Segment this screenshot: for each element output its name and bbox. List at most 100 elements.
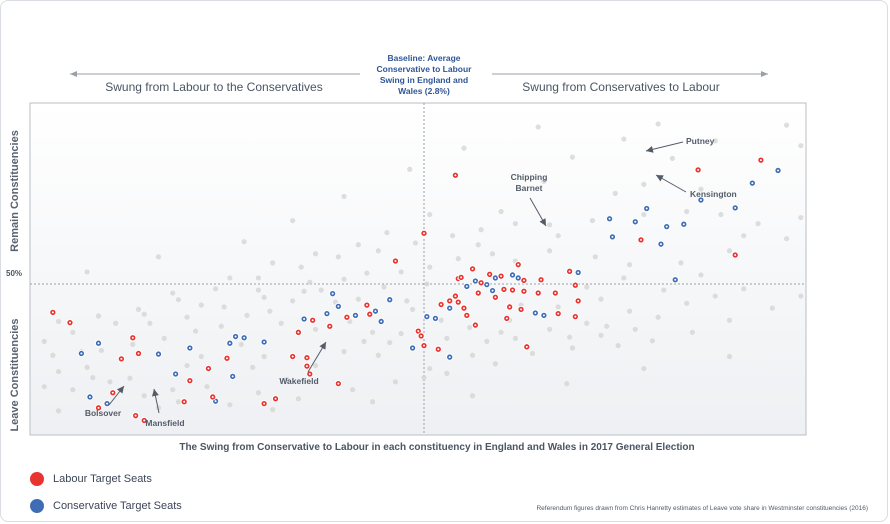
baseline-note-line: Baseline: Average bbox=[387, 53, 460, 63]
data-point-other bbox=[375, 248, 381, 254]
data-point-other bbox=[718, 211, 724, 218]
data-point-other bbox=[261, 294, 267, 300]
data-point-other bbox=[798, 214, 804, 221]
data-point-other bbox=[512, 221, 518, 227]
data-point-other bbox=[547, 248, 553, 254]
data-point-center bbox=[423, 344, 425, 347]
data-point-center bbox=[511, 289, 514, 292]
data-point-other bbox=[381, 284, 387, 290]
data-point-center bbox=[134, 414, 137, 417]
data-point-other bbox=[569, 154, 576, 160]
data-point-other bbox=[655, 121, 661, 127]
data-point-other bbox=[198, 353, 204, 360]
data-point-center bbox=[517, 263, 520, 266]
data-point-center bbox=[697, 168, 700, 171]
data-point-other bbox=[70, 387, 76, 393]
right-arrow-head bbox=[761, 71, 768, 77]
data-point-other bbox=[398, 269, 404, 275]
data-point-center bbox=[305, 365, 308, 368]
data-point-center bbox=[520, 308, 523, 311]
data-point-other bbox=[341, 349, 347, 355]
data-point-center bbox=[157, 353, 160, 356]
data-point-center bbox=[111, 391, 114, 394]
data-point-center bbox=[491, 289, 494, 292]
data-point-other bbox=[655, 314, 661, 320]
data-point-other bbox=[278, 320, 284, 326]
data-point-center bbox=[534, 311, 537, 314]
y-label-remain: Remain Constituencies bbox=[9, 130, 21, 252]
data-point-other bbox=[589, 217, 596, 224]
legend-label-conservative: Conservative Target Seats bbox=[53, 500, 182, 512]
data-point-other bbox=[684, 208, 690, 215]
data-point-center bbox=[665, 225, 668, 228]
data-point-other bbox=[312, 362, 319, 369]
data-point-other bbox=[141, 311, 147, 317]
data-point-other bbox=[301, 288, 307, 294]
data-point-center bbox=[488, 273, 491, 276]
data-point-center bbox=[243, 336, 246, 339]
data-point-center bbox=[448, 299, 451, 302]
data-point-center bbox=[734, 254, 737, 257]
data-point-center bbox=[297, 331, 300, 334]
data-point-other bbox=[444, 370, 450, 376]
data-point-center bbox=[682, 223, 685, 226]
data-point-center bbox=[303, 318, 306, 321]
data-point-center bbox=[508, 305, 511, 308]
data-point-other bbox=[741, 233, 747, 239]
data-point-other bbox=[626, 262, 633, 268]
data-point-other bbox=[113, 320, 119, 326]
data-point-other bbox=[98, 347, 104, 354]
data-point-other bbox=[427, 264, 433, 270]
data-point-center bbox=[611, 235, 614, 238]
data-point-other bbox=[461, 145, 467, 151]
annotation-label: Bolsover bbox=[85, 408, 122, 418]
annotation-arrow bbox=[529, 197, 547, 227]
data-point-other bbox=[130, 341, 136, 347]
data-point-other bbox=[612, 190, 618, 196]
data-point-other bbox=[298, 264, 304, 270]
data-point-other bbox=[221, 304, 227, 310]
data-point-other bbox=[147, 320, 153, 326]
data-point-other bbox=[55, 318, 62, 325]
annotation-label: Mansfield bbox=[145, 418, 184, 428]
data-point-center bbox=[448, 307, 451, 310]
data-point-other bbox=[469, 393, 476, 399]
data-point-other bbox=[84, 364, 90, 370]
data-point-other bbox=[84, 269, 90, 275]
data-point-other bbox=[238, 341, 244, 347]
data-point-other bbox=[392, 379, 399, 385]
data-point-other bbox=[370, 329, 376, 335]
data-point-other bbox=[569, 345, 576, 351]
data-point-other bbox=[90, 375, 96, 381]
annotation-label: Putney bbox=[686, 136, 715, 146]
data-point-center bbox=[263, 402, 266, 405]
data-point-center bbox=[106, 402, 109, 405]
data-point-center bbox=[540, 278, 543, 281]
data-point-center bbox=[734, 206, 737, 209]
data-point-other bbox=[241, 239, 247, 245]
data-point-other bbox=[364, 270, 370, 276]
data-point-other bbox=[632, 326, 638, 332]
annotation-arrow bbox=[152, 388, 160, 414]
legend-item-conservative: Conservative Target Seats bbox=[30, 499, 182, 513]
data-point-other bbox=[212, 286, 219, 292]
data-point-other bbox=[444, 335, 450, 341]
data-point-other bbox=[375, 352, 381, 358]
data-point-center bbox=[308, 372, 311, 375]
data-point-center bbox=[574, 315, 577, 318]
data-point-center bbox=[500, 275, 503, 278]
data-point-other bbox=[469, 352, 476, 358]
data-point-center bbox=[639, 238, 642, 241]
data-point-other bbox=[498, 329, 504, 335]
data-point-center bbox=[448, 356, 451, 359]
y-reference-label: 50% bbox=[6, 269, 22, 278]
data-point-other bbox=[598, 296, 604, 302]
data-point-other bbox=[698, 272, 704, 278]
data-point-other bbox=[307, 279, 313, 285]
baseline-note-line: Conservative to Labour bbox=[377, 64, 473, 74]
data-point-center bbox=[522, 290, 525, 293]
annotation-label: Wakefield bbox=[279, 376, 318, 386]
data-point-center bbox=[88, 395, 91, 398]
data-point-other bbox=[427, 365, 433, 372]
baseline-note-line: Wales (2.8%) bbox=[398, 86, 450, 96]
